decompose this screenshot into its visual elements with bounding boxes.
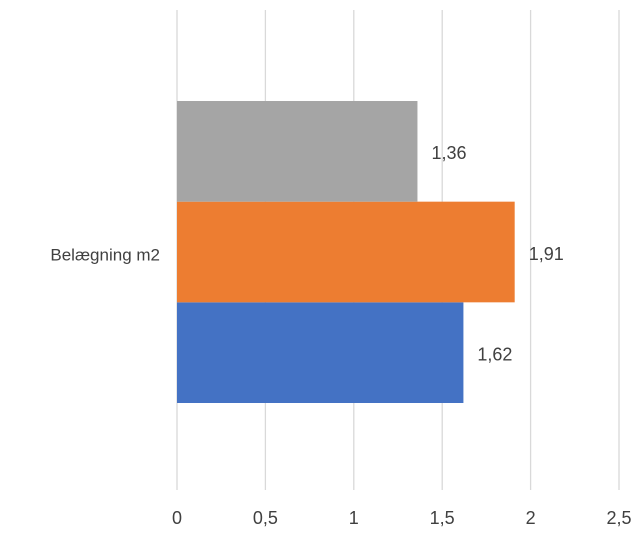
x-tick-label: 0,5: [253, 508, 278, 528]
bars: [177, 101, 515, 403]
data-label-series-2: 1,91: [529, 244, 564, 264]
x-tick-label: 1: [349, 508, 359, 528]
bar-series-1: [177, 302, 464, 403]
x-tick-label: 2: [526, 508, 536, 528]
x-tick-label: 0: [172, 508, 182, 528]
data-label-series-3: 1,36: [431, 143, 466, 163]
x-axis-ticks: 0 0,5 1 1,5 2 2,5: [172, 508, 632, 528]
bar-series-2: [177, 201, 515, 303]
data-labels: 1,62 1,91 1,36: [431, 143, 563, 364]
x-tick-label: 2,5: [606, 508, 631, 528]
x-tick-label: 1,5: [430, 508, 455, 528]
category-label: Belægning m2: [50, 245, 160, 264]
bar-series-3: [177, 101, 418, 202]
data-label-series-1: 1,62: [477, 344, 512, 364]
